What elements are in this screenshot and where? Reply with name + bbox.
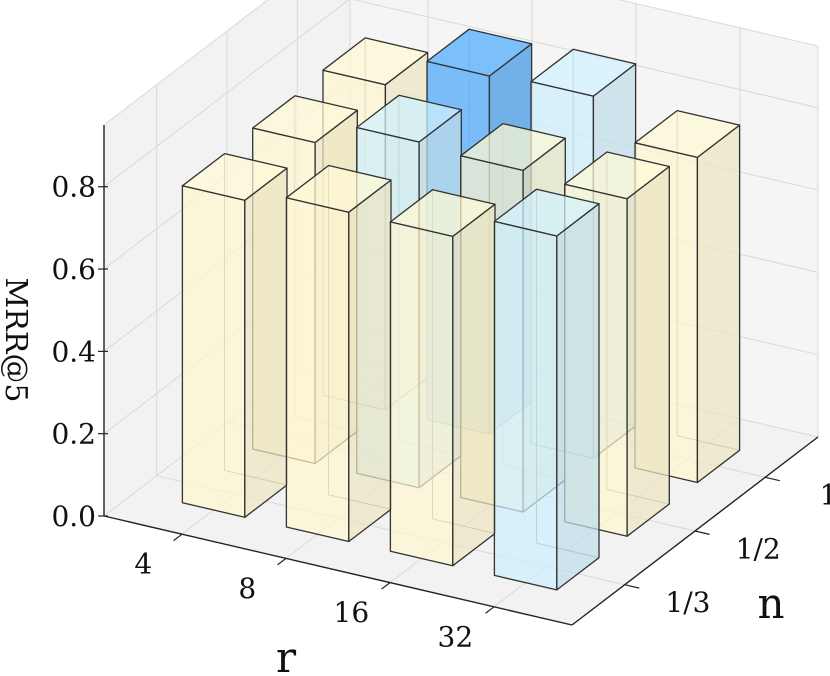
- z-tick-label: 0.0: [51, 500, 96, 533]
- z-tick-label: 0.6: [51, 253, 96, 286]
- bar: [389, 189, 496, 567]
- bar-side-face: [244, 167, 288, 518]
- bar-top-face: [530, 48, 637, 97]
- bar-top-face: [322, 37, 429, 86]
- axes: [98, 125, 819, 626]
- y-axis-label: n: [757, 579, 784, 628]
- bar-side-face: [696, 124, 741, 484]
- y-tick-label: 1/3: [665, 586, 710, 619]
- y-tick: [765, 476, 780, 482]
- bar: [181, 152, 288, 518]
- x-tick-label: 8: [238, 572, 256, 605]
- y-tick-label: 1/2: [736, 532, 781, 565]
- pane-edge: [103, 0, 269, 126]
- y-tick: [624, 584, 640, 589]
- x-tick-label: 4: [134, 548, 152, 581]
- bar-side-face: [626, 165, 670, 537]
- x-tick-label: 16: [334, 596, 370, 629]
- bar-front-face: [285, 197, 350, 543]
- bar: [285, 164, 392, 543]
- y-tick-label: 1: [820, 479, 830, 512]
- bar-top-face: [634, 109, 741, 159]
- bar: [493, 188, 600, 591]
- bar-front-face: [389, 221, 454, 567]
- x-tick-label: 32: [438, 620, 474, 653]
- bar-top-face: [426, 28, 533, 77]
- z-tick-label: 0.2: [51, 418, 96, 451]
- x-tick: [381, 582, 391, 590]
- y-tick: [694, 530, 710, 535]
- z-axis-label: MRR@5: [0, 278, 33, 403]
- bar-top-face: [389, 189, 496, 238]
- bar-top-face: [564, 151, 670, 200]
- bar-top-face: [285, 164, 392, 213]
- x-axis-label: r: [276, 633, 297, 676]
- z-tick-label: 0.8: [51, 171, 96, 204]
- pane-edge: [618, 0, 819, 47]
- z-tick-label: 0.4: [51, 335, 96, 368]
- bar-side-face: [348, 179, 392, 543]
- bar-top-face: [493, 188, 600, 237]
- bar-top-face: [181, 152, 288, 201]
- x-tick: [485, 606, 495, 614]
- bar-top-face: [356, 94, 462, 143]
- tick-labels: 0.0 0.2 0.4 0.6 0.8 4 8 16 32 1/3 1/2 1: [51, 171, 830, 654]
- x-tick: [277, 557, 287, 566]
- bar-side-face: [452, 203, 496, 567]
- bar-front-face: [181, 185, 246, 518]
- bar-top-face: [252, 95, 358, 144]
- bar-front-face: [493, 220, 558, 591]
- bars: [181, 28, 741, 591]
- x-tick: [173, 533, 183, 542]
- bar-side-face: [556, 203, 600, 591]
- bar-top-face: [460, 122, 566, 172]
- wall-gridline: [103, 0, 350, 188]
